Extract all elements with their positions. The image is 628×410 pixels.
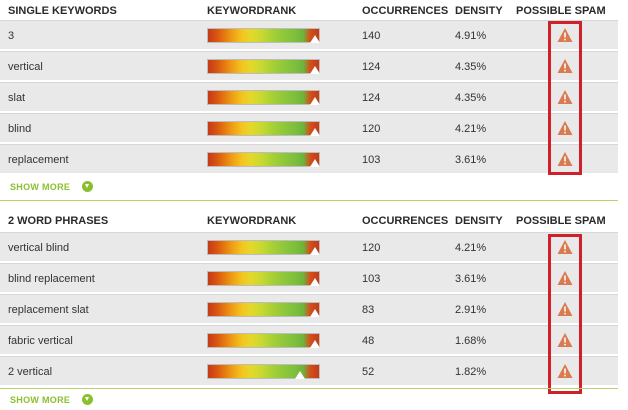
density-cell: 4.21% bbox=[455, 242, 487, 254]
spam-highlight-box bbox=[548, 21, 582, 175]
keyword-cell: blind replacement bbox=[8, 273, 95, 285]
keywordrank-bar bbox=[207, 121, 320, 136]
warning-icon[interactable] bbox=[557, 58, 573, 74]
density-cell: 1.82% bbox=[455, 366, 487, 378]
warning-icon[interactable] bbox=[557, 89, 573, 105]
density-cell: 3.61% bbox=[455, 154, 487, 166]
show-more-link[interactable]: SHOW MORE bbox=[10, 177, 94, 197]
occurrences-cell: 140 bbox=[362, 30, 381, 42]
table-row: vertical 124 4.35% bbox=[0, 51, 618, 81]
warning-icon[interactable] bbox=[557, 332, 573, 348]
occurrences-cell: 124 bbox=[362, 92, 381, 104]
chevron-down-icon bbox=[82, 394, 94, 406]
section-title: 2 WORD PHRASES bbox=[8, 215, 109, 227]
table-row: 3 140 4.91% bbox=[0, 20, 618, 50]
keyword-cell: replacement bbox=[8, 154, 69, 166]
table-row: slat 124 4.35% bbox=[0, 82, 618, 112]
density-cell: 3.61% bbox=[455, 273, 487, 285]
density-cell: 4.35% bbox=[455, 61, 487, 73]
occurrences-cell: 83 bbox=[362, 304, 375, 316]
density-header: DENSITY bbox=[455, 215, 503, 227]
keywordrank-header: KEYWORDRANK bbox=[207, 5, 297, 17]
occurrences-cell: 120 bbox=[362, 123, 381, 135]
warning-icon[interactable] bbox=[557, 27, 573, 43]
section-divider bbox=[0, 388, 618, 389]
chevron-down-icon bbox=[82, 181, 94, 193]
occurrences-cell: 52 bbox=[362, 366, 375, 378]
occurrences-cell: 103 bbox=[362, 273, 381, 285]
occurrences-cell: 103 bbox=[362, 154, 381, 166]
occurrences-header: OCCURRENCES bbox=[362, 5, 449, 17]
keywordrank-header: KEYWORDRANK bbox=[207, 215, 297, 227]
keyword-cell: vertical bbox=[8, 61, 43, 73]
table-row: replacement slat 83 2.91% bbox=[0, 294, 618, 324]
keyword-cell: slat bbox=[8, 92, 26, 104]
warning-icon[interactable] bbox=[557, 151, 573, 167]
occurrences-header: OCCURRENCES bbox=[362, 215, 449, 227]
table-row: blind 120 4.21% bbox=[0, 113, 618, 143]
density-cell: 4.21% bbox=[455, 123, 487, 135]
possible-spam-header: POSSIBLE SPAM bbox=[516, 215, 606, 227]
occurrences-cell: 124 bbox=[362, 61, 381, 73]
warning-icon[interactable] bbox=[557, 239, 573, 255]
table-row: blind replacement 103 3.61% bbox=[0, 263, 618, 293]
keywordrank-bar bbox=[207, 240, 320, 255]
table-row: 2 vertical 52 1.82% bbox=[0, 356, 618, 386]
keywordrank-bar bbox=[207, 152, 320, 167]
spam-highlight-box bbox=[548, 234, 582, 394]
keyword-cell: fabric vertical bbox=[8, 335, 73, 347]
table-row: fabric vertical 48 1.68% bbox=[0, 325, 618, 355]
keywordrank-bar bbox=[207, 28, 320, 43]
keyword-cell: vertical blind bbox=[8, 242, 70, 254]
warning-icon[interactable] bbox=[557, 301, 573, 317]
density-cell: 1.68% bbox=[455, 335, 487, 347]
table-row: vertical blind 120 4.21% bbox=[0, 232, 618, 262]
density-cell: 4.91% bbox=[455, 30, 487, 42]
section-title: SINGLE KEYWORDS bbox=[8, 5, 117, 17]
keywordrank-bar bbox=[207, 59, 320, 74]
show-more-label: SHOW MORE bbox=[10, 395, 71, 405]
table-row: replacement 103 3.61% bbox=[0, 144, 618, 174]
occurrences-cell: 120 bbox=[362, 242, 381, 254]
keywordrank-bar bbox=[207, 364, 320, 379]
density-cell: 4.35% bbox=[455, 92, 487, 104]
keywordrank-bar bbox=[207, 90, 320, 105]
keyword-cell: blind bbox=[8, 123, 32, 135]
keywordrank-bar bbox=[207, 271, 320, 286]
keyword-cell: 3 bbox=[8, 30, 15, 42]
warning-icon[interactable] bbox=[557, 120, 573, 136]
section-divider bbox=[0, 200, 618, 201]
keywordrank-bar bbox=[207, 333, 320, 348]
density-header: DENSITY bbox=[455, 5, 503, 17]
warning-icon[interactable] bbox=[557, 270, 573, 286]
density-cell: 2.91% bbox=[455, 304, 487, 316]
warning-icon[interactable] bbox=[557, 363, 573, 379]
keyword-cell: replacement slat bbox=[8, 304, 89, 316]
show-more-link[interactable]: SHOW MORE bbox=[10, 390, 94, 410]
occurrences-cell: 48 bbox=[362, 335, 375, 347]
show-more-label: SHOW MORE bbox=[10, 182, 71, 192]
keyword-cell: 2 vertical bbox=[8, 366, 53, 378]
keywordrank-bar bbox=[207, 302, 320, 317]
possible-spam-header: POSSIBLE SPAM bbox=[516, 5, 606, 17]
